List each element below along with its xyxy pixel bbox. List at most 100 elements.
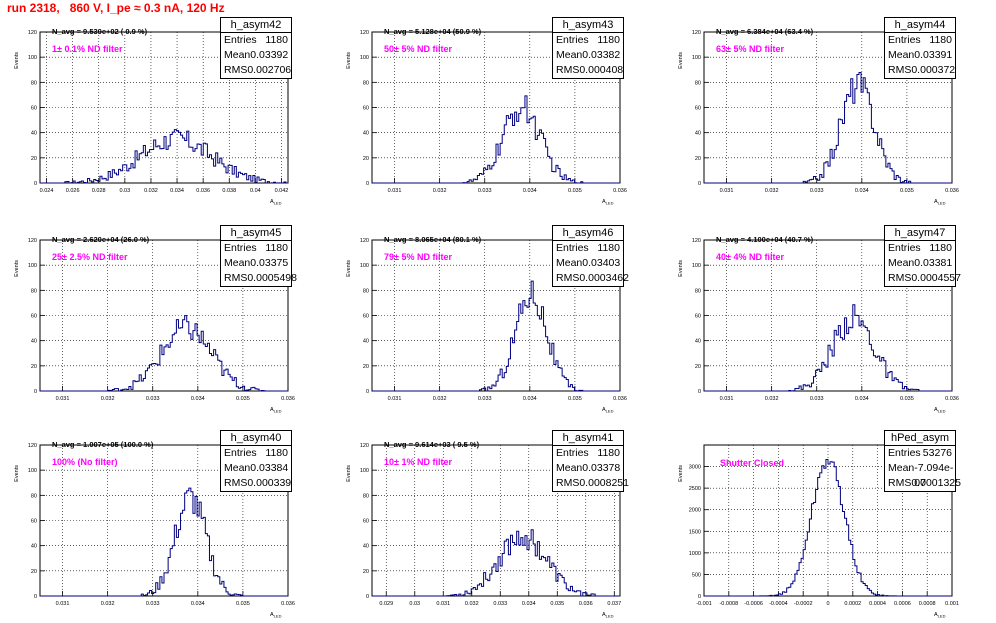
x-tick-label: 0: [826, 601, 829, 607]
x-tick-label: 0.024: [40, 188, 54, 194]
histogram-chart: 0 20 40 60 80 100 120 0.029 0.03 0.031 0.032 0.033 0…: [346, 443, 621, 619]
histogram-curve: [704, 459, 952, 597]
stats-row-mean: Mean 0.03381: [885, 256, 955, 271]
y-tick-label: 60: [695, 314, 701, 320]
stats-label: RMS: [224, 64, 248, 76]
histogram-name: h_asym45: [221, 226, 291, 241]
x-tick-label: 0.034: [170, 188, 184, 194]
y-tick-label: 1000: [689, 551, 701, 557]
y-tick-label: 120: [360, 30, 369, 36]
histogram-curve: [40, 129, 288, 184]
stats-value: 0.000372: [911, 64, 956, 76]
x-tick-label: 0.033: [493, 601, 507, 607]
histogram-chart: 0 20 40 60 80 100 120 0.031 0.032 0.033 0.034 0.035…: [14, 443, 295, 619]
y-tick-label: 80: [695, 80, 701, 86]
histogram-chart: 0 500 1000 1500 2000 2500 3000 -0.001 -0.0008 -0.…: [678, 444, 959, 619]
stats-row-entries: Entries 1180: [885, 241, 955, 256]
stats-row-entries: Entries 1180: [221, 33, 291, 48]
y-tick-label: 100: [692, 263, 701, 269]
x-tick-label: -0.0008: [719, 601, 738, 607]
stats-label: Mean: [888, 257, 915, 269]
stats-value: 0.000408: [579, 64, 624, 76]
x-tick-label: 0.036: [281, 601, 295, 607]
x-axis-label: ALED: [934, 199, 946, 206]
stats-value: 0.0004557: [911, 272, 961, 284]
stats-value: 1180: [265, 34, 288, 46]
x-tick-label: 0.034: [191, 601, 205, 607]
x-tick-label: 0.035: [900, 188, 914, 194]
stats-row-entries: Entries 53276: [885, 446, 955, 461]
y-tick-label: 80: [31, 80, 37, 86]
y-tick-label: 60: [363, 519, 369, 525]
y-tick-label: 60: [31, 106, 37, 112]
stats-box: h_asym44 Entries 1180 Mean 0.03391 RMS 0.00037…: [884, 17, 956, 79]
stats-row-mean: Mean 0.03392: [221, 48, 291, 63]
y-tick-label: 100: [28, 468, 37, 474]
y-tick-label: 0: [34, 181, 37, 187]
stats-row-mean: Mean 0.03375: [221, 256, 291, 271]
y-tick-label: 80: [31, 493, 37, 499]
x-tick-label: 0.032: [144, 188, 158, 194]
x-tick-label: 0.032: [101, 396, 115, 402]
stats-value: 1180: [265, 447, 288, 459]
stats-label: Entries: [556, 242, 589, 254]
filter-label: 25± 2.5% ND filter: [52, 252, 128, 262]
stats-box: h_asym42 Entries 1180 Mean 0.03392 RMS 0.00270…: [220, 17, 292, 79]
y-tick-label: 0: [366, 181, 369, 187]
x-tick-label: 0.035: [236, 396, 250, 402]
y-tick-label: 20: [363, 569, 369, 575]
y-tick-label: 120: [692, 238, 701, 244]
stats-box: h_asym45 Entries 1180 Mean 0.03375 RMS 0.00054…: [220, 225, 297, 287]
y-tick-label: 0: [34, 389, 37, 395]
x-axis-label: ALED: [270, 612, 282, 619]
x-tick-label: -0.001: [696, 601, 712, 607]
navg-label: N_avg = 9.614e+03 ( 9.5 %): [384, 440, 480, 449]
x-tick-label: 0.035: [900, 396, 914, 402]
histogram-curve: [372, 280, 620, 392]
y-tick-label: 60: [31, 519, 37, 525]
y-tick-label: 80: [31, 288, 37, 294]
navg-label: N_avg = 9.539e+02 ( 0.9 %): [52, 27, 148, 36]
histogram-curve: [40, 487, 288, 597]
stats-label: RMS: [224, 477, 248, 489]
y-tick-label: 40: [31, 544, 37, 550]
stats-label: Entries: [224, 447, 257, 459]
y-tick-label: 80: [695, 288, 701, 294]
histogram-panel: 0 20 40 60 80 100 120 0.024 0.026 0.028 0.03 0.032 0…: [8, 17, 292, 210]
histogram-panel: 0 20 40 60 80 100 120 0.031 0.032 0.033 0.034 0.035…: [340, 225, 629, 418]
histogram-chart: 0 20 40 60 80 100 120 0.031 0.032 0.033 0.034 0.035…: [346, 238, 627, 414]
x-tick-label: 0.036: [579, 601, 593, 607]
y-tick-label: 40: [363, 544, 369, 550]
x-tick-label: 0.031: [56, 396, 70, 402]
stats-label: RMS: [888, 477, 912, 489]
histogram-chart: 0 20 40 60 80 100 120 0.031 0.032 0.033 0.034 0.035…: [678, 238, 959, 414]
histogram-name: h_asym46: [553, 226, 623, 241]
y-tick-label: 100: [360, 263, 369, 269]
x-tick-label: 0.036: [945, 396, 959, 402]
histogram-panel: 0 20 40 60 80 100 120 0.031 0.032 0.033 0.034 0.035…: [8, 430, 295, 623]
stats-row-mean: Mean 0.03384: [221, 461, 291, 476]
y-axis-label: Events: [14, 260, 20, 277]
x-tick-label: -0.0004: [769, 601, 788, 607]
stats-row-rms: RMS 0.0001325: [885, 476, 961, 491]
histogram-panel: 0 20 40 60 80 100 120 0.029 0.03 0.031 0.032 0.033 0…: [340, 430, 629, 623]
histogram-chart: 0 20 40 60 80 100 120 0.024 0.026 0.028 0.03 0.032 0…: [14, 30, 289, 206]
y-tick-label: 0: [698, 594, 701, 600]
x-tick-label: 0.0004: [869, 601, 886, 607]
y-tick-label: 40: [31, 131, 37, 137]
stats-value: 0.0001325: [911, 477, 961, 489]
y-axis-label: Events: [14, 52, 20, 69]
histogram-panel: 0 20 40 60 80 100 120 0.031 0.032 0.033 0.034 0.035…: [8, 225, 297, 418]
x-tick-label: 0.033: [146, 396, 160, 402]
x-tick-label: 0.04: [250, 188, 261, 194]
histogram-curve: [372, 95, 620, 184]
histogram-curve: [704, 304, 952, 392]
x-tick-label: 0.026: [66, 188, 80, 194]
y-tick-label: 0: [698, 389, 701, 395]
x-tick-label: 0.032: [765, 188, 779, 194]
stats-label: RMS: [556, 64, 580, 76]
stats-row-rms: RMS 0.0003462: [553, 271, 629, 286]
stats-label: Entries: [888, 447, 921, 459]
histogram-panel: 0 20 40 60 80 100 120 0.031 0.032 0.033 0.034 0.035…: [672, 225, 961, 418]
stats-row-entries: Entries 1180: [221, 446, 291, 461]
